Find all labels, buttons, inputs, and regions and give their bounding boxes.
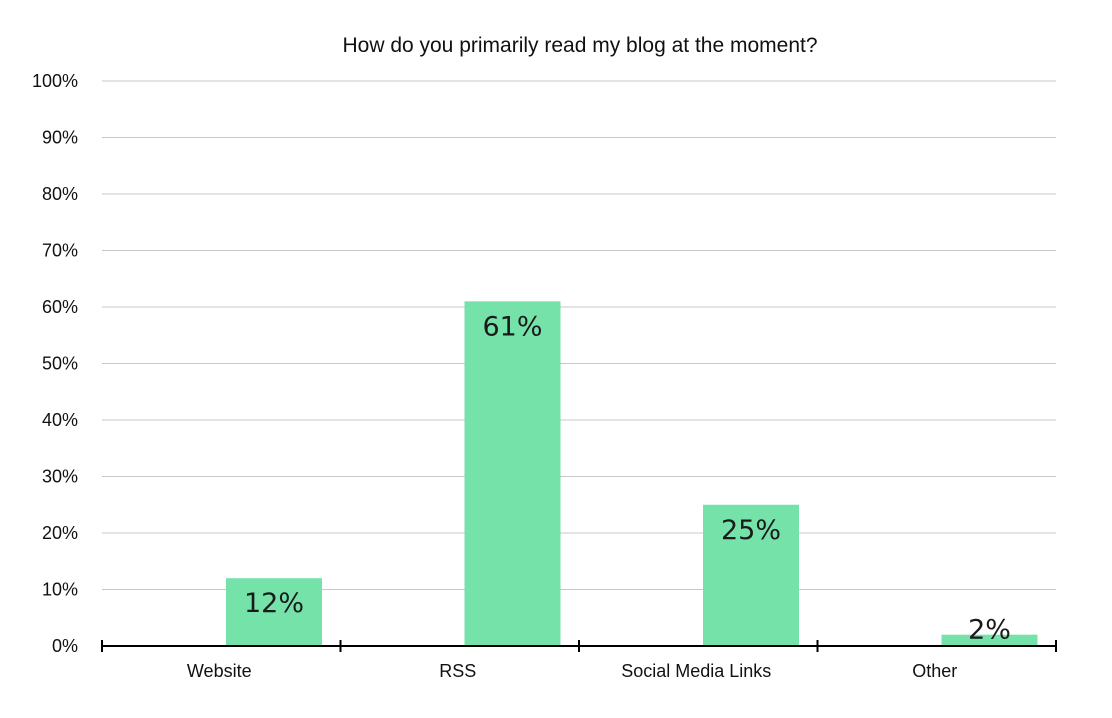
x-tick-label: Other <box>912 661 957 681</box>
bar-social-media-links <box>703 504 799 646</box>
data-label: 61% <box>482 311 542 342</box>
data-labels: 12% 61% 25% 2% <box>244 311 1011 645</box>
y-tick-label: 40% <box>42 410 78 430</box>
y-tick-label: 20% <box>42 523 78 543</box>
bar-rss <box>464 301 561 646</box>
y-tick-label: 70% <box>42 241 78 261</box>
data-label: 2% <box>968 615 1011 646</box>
x-tick-label: RSS <box>439 661 476 681</box>
x-tick-label: Social Media Links <box>621 661 771 681</box>
bars <box>226 301 1038 646</box>
x-axis <box>101 640 1057 652</box>
data-label: 12% <box>244 588 304 619</box>
data-label: 25% <box>721 515 781 546</box>
y-tick-label: 50% <box>42 354 78 374</box>
y-tick-label: 10% <box>42 580 78 600</box>
bar-website <box>226 578 322 646</box>
chart-title: How do you primarily read my blog at the… <box>342 34 817 57</box>
y-axis-ticks: 0% 10% 20% 30% 40% 50% 60% 70% 80% 90% 100% <box>32 71 78 656</box>
x-axis-labels: Website RSS Social Media Links Other <box>187 661 957 681</box>
y-tick-label: 0% <box>52 636 78 656</box>
y-tick-label: 100% <box>32 71 78 91</box>
y-tick-label: 90% <box>42 128 78 148</box>
x-tick-label: Website <box>187 661 252 681</box>
gridlines <box>102 80 1056 590</box>
y-tick-label: 30% <box>42 467 78 487</box>
y-tick-label: 80% <box>42 184 78 204</box>
y-tick-label: 60% <box>42 297 78 317</box>
bar-other <box>941 634 1038 646</box>
